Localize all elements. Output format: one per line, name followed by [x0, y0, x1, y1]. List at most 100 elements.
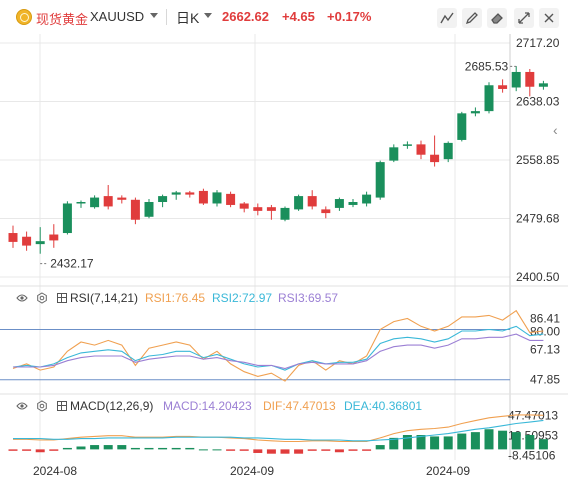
candle-body	[307, 196, 317, 207]
macd-histogram-bar	[49, 449, 59, 451]
candle-body	[130, 199, 140, 220]
candle-body	[389, 147, 399, 161]
candle-body	[375, 162, 385, 198]
macd-histogram-bar	[321, 449, 331, 451]
macd-histogram-bar	[525, 435, 535, 450]
macd-histogram-bar	[185, 447, 195, 450]
rsi2-value: RSI2:72.97	[212, 291, 273, 305]
rsi-tick-label: 80.00	[530, 324, 560, 338]
symbol-dropdown-chevron-icon[interactable]	[150, 13, 158, 18]
macd-histogram-bar	[90, 445, 100, 450]
macd-histogram-bar	[294, 449, 304, 454]
eye-icon[interactable]	[16, 401, 28, 411]
rsi-title: RSI(7,14,21)	[70, 291, 139, 305]
gear-icon[interactable]	[36, 400, 48, 412]
macd-title: MACD(12,26,9)	[70, 399, 154, 413]
candle-body	[185, 192, 195, 195]
price-tick-label: 2400.50	[516, 270, 560, 284]
eraser-icon	[491, 13, 503, 24]
close-button[interactable]	[539, 8, 559, 28]
symbol-header: 现货黄金 XAUUSD 日K 2662.62 +4.65 +0.17%	[0, 0, 568, 34]
gear-icon[interactable]	[36, 292, 48, 304]
macd-histogram-bar	[280, 449, 290, 454]
rsi3-value: RSI3:69.57	[278, 291, 339, 305]
expand-button[interactable]	[514, 8, 534, 28]
eye-icon[interactable]	[16, 293, 28, 303]
macd-histogram-bar	[375, 445, 385, 450]
draw-line-icon	[440, 12, 454, 24]
macd-histogram-bar	[402, 435, 412, 450]
macd-histogram-bar	[130, 447, 140, 450]
pen-icon	[465, 12, 478, 25]
rsi-line-rsi3	[13, 333, 544, 370]
time-axis-label: 2024-08	[33, 464, 77, 478]
macd-histogram-bar	[171, 447, 181, 450]
candle-body	[62, 203, 72, 234]
macd-histogram-bar	[8, 449, 18, 451]
candle-body	[35, 241, 45, 245]
candle-body	[430, 154, 440, 163]
macd-histogram-bar	[22, 449, 32, 451]
candle-body	[90, 197, 100, 208]
macd-histogram-bar	[35, 449, 45, 453]
candle-body	[498, 85, 508, 89]
candle-body	[253, 207, 263, 211]
candle-body	[171, 192, 181, 195]
price-tick-label: 2558.85	[516, 153, 560, 167]
price-tick-label: 2638.03	[516, 94, 560, 108]
candle-body	[212, 192, 222, 204]
eraser-button[interactable]	[487, 8, 507, 28]
candle-body	[525, 71, 535, 87]
macd-histogram-bar	[307, 449, 317, 451]
pen-button[interactable]	[462, 8, 482, 28]
candle-body	[362, 194, 372, 204]
high-price-label: 2685.53	[465, 59, 509, 73]
indicator-settings-icon[interactable]	[57, 293, 67, 303]
macd-histogram-bar	[103, 445, 113, 450]
price-tick-label: 2717.20	[516, 36, 560, 50]
symbol-code[interactable]: XAUUSD	[90, 9, 145, 24]
candle-body	[266, 207, 276, 211]
period-selector[interactable]: 日K	[176, 10, 200, 26]
macd-histogram-bar	[457, 433, 467, 450]
macd-histogram-bar	[212, 449, 222, 451]
macd-header: MACD(12,26,9) MACD:14.20423 DIF:47.47013…	[0, 397, 568, 415]
macd-value: MACD:14.20423	[163, 399, 252, 413]
collapse-panel-chevron-icon[interactable]: ‹	[553, 122, 558, 138]
price-change: +4.65	[282, 9, 315, 24]
macd-histogram-bar	[334, 449, 344, 453]
candle-body	[226, 193, 236, 205]
macd-histogram-bar	[76, 446, 86, 450]
price-tick-label: 2479.68	[516, 211, 560, 225]
candle-body	[8, 233, 18, 242]
rsi-tick-label: 67.13	[530, 343, 560, 357]
macd-histogram-bar	[117, 445, 127, 450]
candle-body	[294, 196, 304, 210]
candle-body	[49, 234, 59, 241]
macd-histogram-bar	[430, 436, 440, 450]
candle-body	[457, 113, 467, 140]
macd-histogram-bar	[62, 447, 72, 450]
macd-histogram-bar	[416, 435, 426, 450]
period-dropdown-chevron-icon[interactable]	[204, 13, 212, 18]
dea-line	[13, 419, 544, 442]
candle-body	[117, 197, 127, 200]
indicator-settings-icon[interactable]	[57, 401, 67, 411]
candle-body	[348, 202, 358, 205]
symbol-name[interactable]: 现货黄金	[36, 12, 89, 27]
candle-body	[22, 236, 32, 246]
macd-histogram-bar	[538, 439, 548, 450]
macd-tick-label: -8.45106	[508, 448, 556, 462]
macd-histogram-bar	[158, 447, 168, 450]
macd-histogram-bar	[443, 436, 453, 450]
draw-line-button[interactable]	[437, 8, 457, 28]
time-axis-label: 2024-09	[230, 464, 274, 478]
rsi-tick-label: 47.85	[530, 373, 560, 387]
last-price: 2662.62	[222, 9, 269, 24]
macd-histogram-bar	[362, 449, 372, 451]
candle-body	[416, 144, 426, 155]
candle-body	[144, 202, 154, 217]
candle-body	[402, 144, 412, 146]
rsi-line-rsi2	[12, 325, 544, 371]
